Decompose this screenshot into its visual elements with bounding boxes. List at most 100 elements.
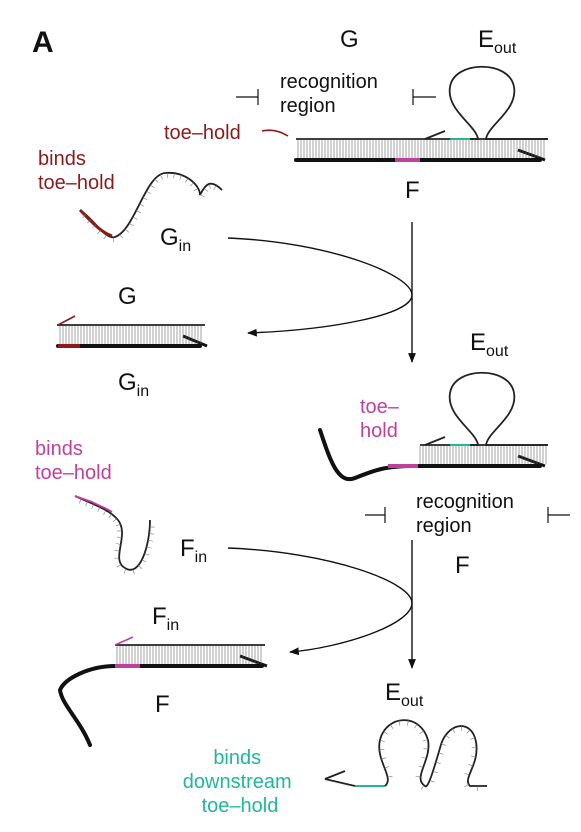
strand-tick [213, 185, 217, 190]
strand-tick [138, 565, 143, 569]
strand-tick [379, 739, 385, 742]
strand-tick [136, 210, 141, 214]
strand-tick [421, 756, 427, 759]
strand-tick [114, 550, 120, 552]
flow-curve-2 [227, 547, 413, 656]
label-E-out-mid: Eout [470, 329, 509, 360]
strand-tick [141, 559, 147, 563]
strand-tick [189, 182, 194, 187]
strand-tick [82, 214, 86, 219]
strand-tick [179, 174, 182, 180]
strand-tick [419, 730, 425, 734]
strand-tick [112, 237, 115, 243]
strand-tick [470, 737, 476, 740]
strand-tick [381, 757, 387, 760]
duplex-F-in-toehold [114, 636, 134, 646]
strand-tick [185, 178, 189, 183]
strand-tick [159, 174, 163, 180]
E-out-free-ticks [379, 720, 478, 791]
strand-tick [115, 543, 121, 545]
duplex-F-strand [57, 664, 264, 747]
label-binds-downstream: binds downstream toe–hold [183, 747, 298, 817]
strand-tick [144, 553, 150, 556]
strand-tick [119, 234, 124, 239]
strand-tick [209, 183, 211, 189]
strand-tick [438, 752, 444, 755]
strand-tick [398, 720, 401, 726]
strand-tick [384, 766, 390, 769]
strand-tick [97, 506, 101, 512]
middle-complex-E-tail [424, 436, 446, 446]
strand-tick [200, 194, 205, 198]
label-toehold-2: toe– hold [360, 396, 405, 442]
label-F-in-2: Fin [152, 603, 179, 634]
strand-tick [92, 224, 97, 229]
label-binds-toehold-1: binds toe–hold [38, 148, 115, 194]
strand-tick [466, 729, 471, 734]
top-complex [236, 66, 548, 162]
label-G-in-1: Gin [160, 224, 191, 255]
strand-tick [108, 513, 112, 519]
strand-tick [441, 743, 447, 746]
label-G-mid: G [118, 283, 137, 310]
middle-complex [318, 372, 570, 523]
strand-tick [146, 546, 152, 549]
strand-tick [414, 723, 418, 729]
strand-tick [423, 748, 429, 750]
duplex-F-base-pairs [116, 646, 262, 664]
strand-tick [203, 188, 209, 192]
label-binds-toehold-2: binds toe–hold [35, 438, 112, 484]
strand-tick [103, 510, 107, 515]
strand-tick [146, 190, 151, 194]
strand-tick [435, 761, 441, 764]
middle-complex-E-out-hairpin [448, 372, 548, 446]
strand-tick [124, 228, 130, 233]
strand-tick [85, 501, 88, 507]
strand-tick [418, 765, 424, 768]
G-in-free-strand [78, 172, 223, 243]
top-complex-base-pairs [297, 140, 545, 158]
label-G-top: G [340, 26, 359, 53]
strand-tick [132, 569, 135, 575]
strand-tick [389, 724, 394, 729]
strand-tick [468, 763, 474, 767]
strand-tick [139, 203, 145, 207]
E-out-free-tail [324, 770, 346, 780]
duplex-G-toehold [57, 315, 76, 326]
strand-tick [78, 498, 82, 504]
strand-tick [91, 504, 95, 509]
label-F-bottom: F [155, 691, 170, 718]
top-complex-arrowhead [517, 148, 546, 162]
strand-tick [103, 234, 107, 240]
strand-tick [142, 197, 148, 201]
strand-tick [97, 229, 102, 234]
strand-tick [173, 173, 175, 179]
strand-tick [429, 780, 435, 783]
middle-complex-arrowhead [517, 454, 546, 468]
flow-curve-1 [227, 237, 413, 337]
strand-tick [147, 540, 154, 542]
strand-tick [387, 776, 393, 778]
label-toehold-1: toe–hold [164, 122, 241, 144]
F-in-free-strand-path [74, 495, 151, 571]
F-in-free-strand [74, 495, 155, 575]
strand-tick [128, 222, 134, 227]
strand-tick [112, 518, 117, 523]
strand-tick [432, 771, 438, 774]
label-recognition-region-2: recognition region [416, 491, 519, 537]
top-complex-E-tail [424, 130, 446, 140]
strand-tick [193, 188, 199, 191]
strand-tick [383, 731, 388, 735]
G-in-free-toehold [78, 208, 113, 238]
strand-tick [132, 216, 138, 220]
label-E-out-bottom: Eout [385, 679, 424, 710]
strand-tick [422, 739, 428, 742]
label-F-mid: F [455, 552, 470, 579]
F-in-free-ticks [78, 498, 155, 575]
label-F-in-1: Fin [180, 535, 207, 566]
middle-complex-base-pairs [419, 446, 547, 464]
strand-tick [445, 734, 450, 739]
strand-tick [407, 720, 409, 726]
top-complex-G-toehold [261, 129, 289, 137]
strand-tick [149, 184, 155, 188]
